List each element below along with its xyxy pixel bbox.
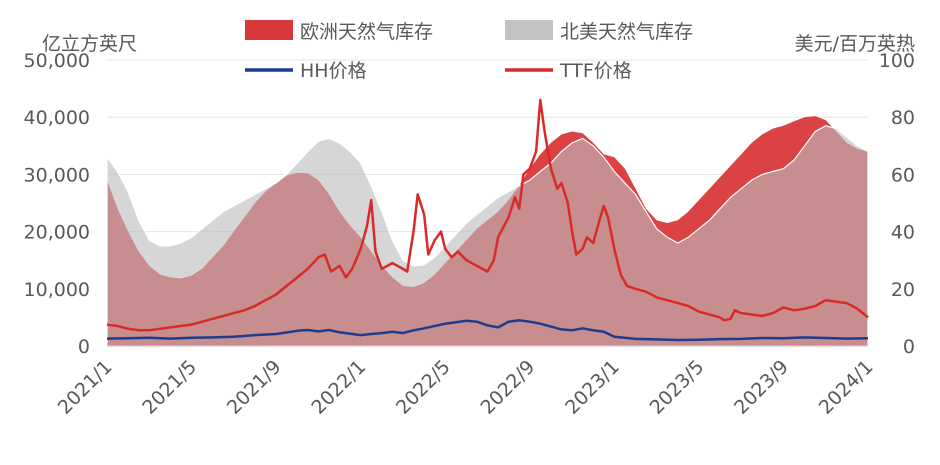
line-ttf-price [106,98,869,332]
right-tick-label: 40 [891,222,915,244]
legend: 欧洲天然气库存 北美天然气库存 HH价格 TTF价格 [245,20,693,82]
legend-label-hh-price: HH价格 [300,60,367,82]
x-tick-label: 2023/5 [646,356,709,419]
line-layer [106,98,869,342]
x-tick-label: 2022/9 [476,356,539,419]
left-tick-label: 30,000 [24,164,90,186]
left-tick-label: 40,000 [24,107,90,129]
x-tick-label: 2023/9 [730,356,793,419]
x-tick-label: 2023/1 [561,356,624,419]
right-tick-label: 100 [879,50,915,72]
legend-swatch-europe-storage [245,20,293,40]
x-tick-label: 2022/1 [307,356,370,419]
left-tick-label: 50,000 [24,50,90,72]
x-tick-label: 2024/1 [815,356,878,419]
right-tick-label: 0 [903,336,915,358]
legend-item-europe-storage: 欧洲天然气库存 [245,20,433,43]
legend-label-europe-storage: 欧洲天然气库存 [300,21,433,43]
line-hh-price [106,319,869,342]
legend-swatch-na-storage [505,20,553,40]
legend-label-na-storage: 北美天然气库存 [560,21,693,43]
area-na-storage [106,125,869,347]
right-tick-label: 20 [891,279,915,301]
area-layer [106,116,869,347]
legend-item-ttf-price: TTF价格 [505,60,632,82]
right-tick-label: 80 [891,107,915,129]
x-tick-label: 2022/5 [392,356,455,419]
left-tick-label: 0 [78,336,90,358]
x-tick-label: 2021/5 [138,356,201,419]
left-axis-unit: 亿立方英尺 [42,33,137,55]
legend-item-na-storage: 北美天然气库存 [505,20,693,43]
left-tick-label: 20,000 [24,222,90,244]
legend-item-hh-price: HH价格 [245,60,367,82]
legend-label-ttf-price: TTF价格 [559,60,632,82]
right-tick-label: 60 [891,164,915,186]
x-tick-label: 2021/1 [54,356,117,419]
right-axis-unit: 美元/百万英热 [795,33,915,55]
left-tick-label: 10,000 [24,279,90,301]
x-tick-label: 2021/9 [223,356,286,419]
